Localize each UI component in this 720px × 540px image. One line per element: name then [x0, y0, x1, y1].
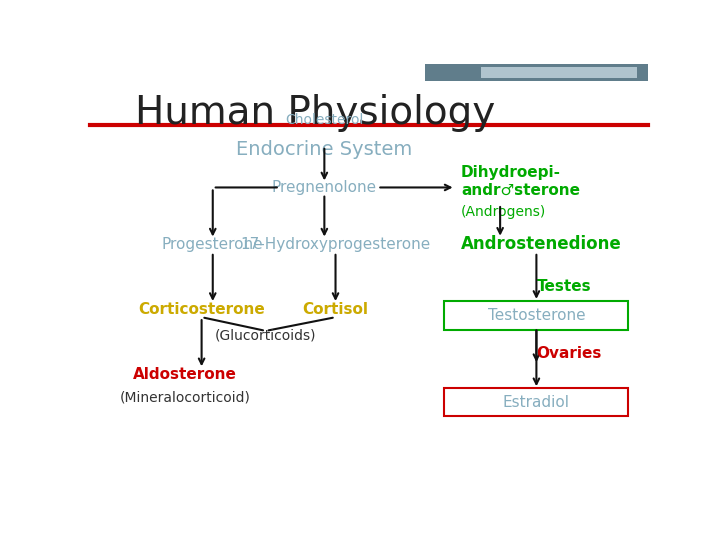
Text: Dihydroepi-
andr♂sterone: Dihydroepi- andr♂sterone — [461, 165, 580, 198]
Text: 17-Hydroxyprogesterone: 17-Hydroxyprogesterone — [240, 237, 431, 252]
Text: (Androgens): (Androgens) — [461, 205, 546, 219]
Text: Ovaries: Ovaries — [536, 346, 602, 361]
Text: Cortisol: Cortisol — [302, 302, 369, 317]
Text: Testes: Testes — [536, 279, 591, 294]
Text: Aldosterone: Aldosterone — [133, 367, 237, 382]
Text: Endocrine System: Endocrine System — [236, 140, 413, 159]
Text: Corticosterone: Corticosterone — [138, 302, 265, 317]
Text: Pregnenolone: Pregnenolone — [271, 180, 377, 195]
Text: (Glucorticoids): (Glucorticoids) — [215, 329, 317, 343]
FancyBboxPatch shape — [481, 68, 637, 78]
FancyBboxPatch shape — [444, 301, 629, 329]
Text: Testosterone: Testosterone — [487, 308, 585, 323]
Text: Estradiol: Estradiol — [503, 395, 570, 409]
Text: (Mineralocorticoid): (Mineralocorticoid) — [120, 390, 251, 404]
Text: Human Physiology: Human Physiology — [135, 94, 495, 132]
FancyBboxPatch shape — [444, 388, 629, 416]
Text: Progesterone: Progesterone — [162, 237, 264, 252]
Text: Cholesterol: Cholesterol — [285, 113, 364, 127]
Text: Androstenedione: Androstenedione — [461, 235, 622, 253]
FancyBboxPatch shape — [425, 64, 648, 82]
